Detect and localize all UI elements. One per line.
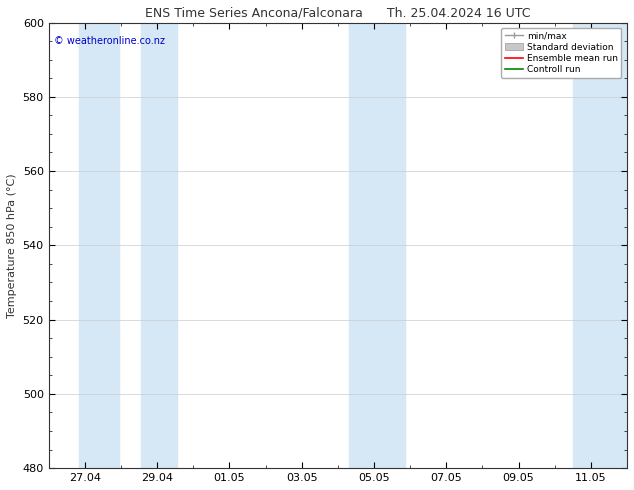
Bar [141, 23, 177, 468]
Y-axis label: Temperature 850 hPa (°C): Temperature 850 hPa (°C) [7, 173, 17, 318]
Legend: min/max, Standard deviation, Ensemble mean run, Controll run: min/max, Standard deviation, Ensemble me… [501, 28, 621, 78]
Bar [349, 23, 404, 468]
Bar [79, 23, 119, 468]
Title: ENS Time Series Ancona/Falconara      Th. 25.04.2024 16 UTC: ENS Time Series Ancona/Falconara Th. 25.… [145, 7, 531, 20]
Text: © weatheronline.co.nz: © weatheronline.co.nz [55, 36, 165, 46]
Bar [573, 23, 627, 468]
